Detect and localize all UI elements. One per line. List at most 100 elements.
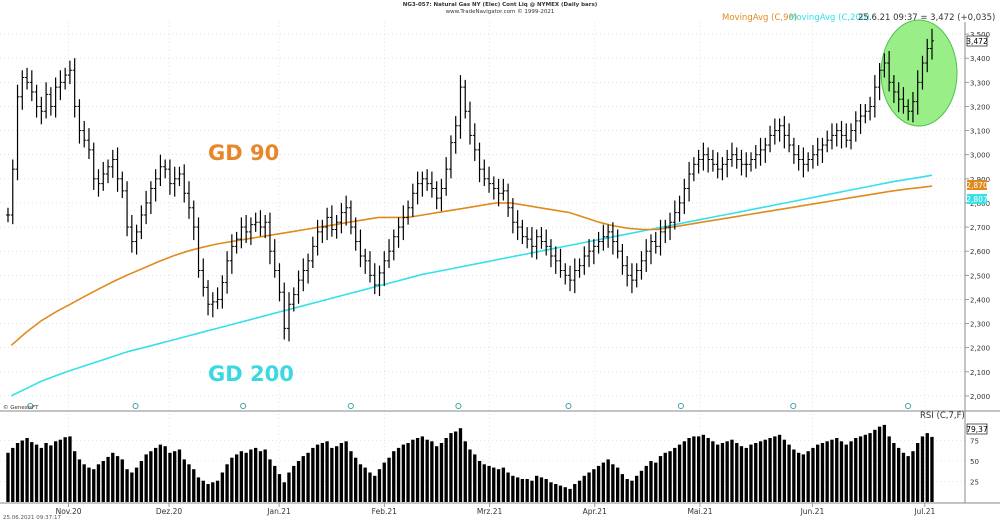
rsi-bar [311,447,315,502]
x-axis: Nov.20 Dez.20 Jan.21 Feb.21 Mrz.21 Apr.21 Mai.… [56,503,936,516]
rsi-bar [630,480,634,502]
rsi-bar [344,441,348,502]
price-bar [868,96,873,121]
rsi-tag-box [966,423,988,435]
price-bar [749,152,754,172]
price-bar [101,161,106,191]
price-bar [663,219,668,243]
price-tag-box [966,35,988,47]
rsi-bar [377,469,382,502]
rsi-bar [435,446,439,502]
price-bar [301,258,306,292]
rsi-bar [149,451,153,502]
price-bar [144,190,149,225]
rsi-bar [820,443,825,502]
rsi-bar [873,429,877,502]
price-tick-label: 2,500 [970,272,990,280]
rsi-bar [639,470,644,502]
price-tick-label: 3,100 [970,128,990,136]
price-bar [25,67,30,90]
price-bar [648,234,653,265]
rsi-tick-label: 25 [970,479,979,487]
rsi-bar [477,461,482,502]
price-bar [58,70,63,101]
price-bar [458,75,463,139]
price-bar [829,123,834,150]
rsi-bar [839,441,844,502]
rsi-bar [554,484,558,502]
price-bar [768,125,773,153]
price-bar [720,157,725,181]
rsi-bar [830,439,834,502]
price-bar [415,171,420,205]
rsi-bar [849,441,853,502]
rsi-bar [749,444,753,502]
price-bar [10,159,15,225]
rsi-bar [444,438,448,502]
price-bar [163,159,168,179]
price-bar [548,239,553,268]
price-bar [125,181,130,237]
price-bar [153,169,158,202]
rsi-tick-label: 50 [970,458,979,466]
rsi-bar [225,464,229,502]
rsi-bar [115,456,120,502]
rsi-bar [687,438,691,502]
rsi-bar [96,464,101,502]
event-marker [240,402,247,410]
price-bar [6,207,10,223]
rsi-bar [754,443,758,502]
rsi-bar [801,454,806,502]
rsi-bar [573,484,577,502]
rsi-bar [63,437,67,502]
price-tick-label: 3,200 [970,103,990,111]
price-bar [20,70,25,110]
x-tick-label: Mrz.21 [477,507,503,516]
price-bar [463,79,468,119]
price-bar [701,142,706,171]
rsi-bar [306,452,310,502]
rsi-bar [177,449,182,502]
rsi-bar [87,467,91,502]
rsi-bar [211,482,215,502]
price-bar [215,287,220,310]
price-bar [191,200,196,241]
price-bar [353,217,358,251]
rsi-bar [139,461,144,502]
price-bar [844,123,849,148]
rsi-bar [611,464,615,502]
price-bar [477,142,482,183]
price-bar [367,251,372,283]
price-bar [563,263,568,285]
event-marker [27,402,34,410]
price-bar [267,212,272,265]
rsi-bar [239,451,244,502]
price-bar [182,164,187,203]
rsi-bar [625,479,629,502]
rsi-bar [111,452,115,502]
rsi-bar [230,457,234,502]
price-bar [253,212,258,232]
rsi-bar [349,451,353,502]
price-bar [196,217,201,278]
price-bar [377,265,382,297]
price-bar [44,82,49,119]
price-bar [129,215,134,253]
price-bar [906,99,911,121]
price-tick-label: 2,200 [970,345,990,353]
price-bar [282,282,287,340]
rsi-bar [406,443,410,502]
price-bar [372,263,377,295]
rsi-bar [916,443,920,502]
rsi-bar [11,447,15,502]
price-bar [882,53,887,78]
rsi-bar [501,467,506,502]
rsi-bar [192,469,196,502]
rsi-bar [692,436,696,502]
price-bar [525,227,530,249]
price-bar [577,258,582,278]
rsi-bar [725,441,729,502]
price-bar [496,178,501,207]
price-bar [644,239,649,272]
rsi-bar [392,451,396,502]
